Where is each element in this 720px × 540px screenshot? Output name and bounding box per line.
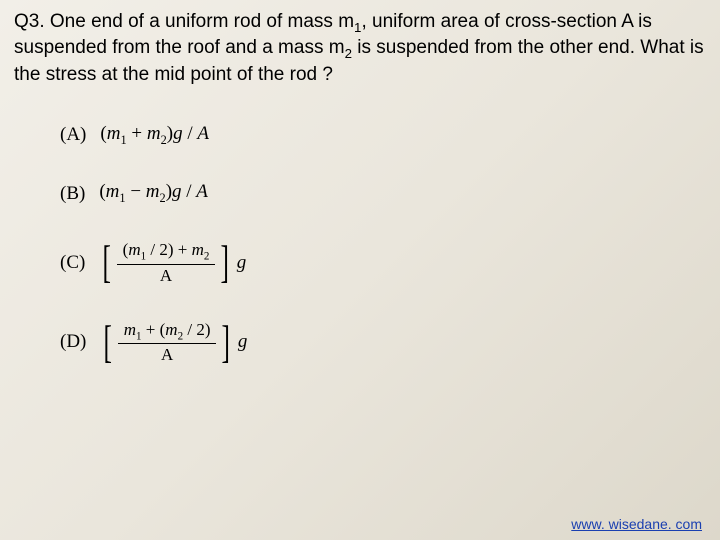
oc-nds: 2 bbox=[204, 251, 210, 263]
option-c-den: A bbox=[154, 265, 178, 286]
option-c-num: (m1 / 2) + m2 bbox=[117, 240, 216, 264]
option-a-expr: (m1 + m2)g / A bbox=[100, 123, 209, 148]
left-bracket-icon: [ bbox=[103, 244, 111, 281]
ob-f: g bbox=[172, 181, 182, 202]
option-d-fraction: m1 + (m2 / 2) A bbox=[118, 320, 217, 365]
left-bracket-icon: [ bbox=[104, 324, 112, 361]
option-a: (A) (m1 + m2)g / A bbox=[60, 123, 720, 148]
option-c-fraction: (m1 / 2) + m2 A bbox=[117, 240, 216, 285]
option-d-label: (D) bbox=[60, 331, 86, 353]
oa-b: m bbox=[107, 123, 121, 144]
option-c-trail: g bbox=[237, 252, 247, 274]
ob-b: m bbox=[106, 181, 120, 202]
option-c-expr: [ (m1 / 2) + m2 A ] g bbox=[99, 240, 246, 285]
question-text: Q3. One end of a uniform rod of mass m1,… bbox=[0, 0, 720, 87]
footer-link[interactable]: www. wisedane. com bbox=[571, 516, 702, 532]
ob-h: A bbox=[196, 181, 208, 202]
ob-g: / bbox=[182, 181, 197, 202]
option-c: (C) [ (m1 / 2) + m2 A ] g bbox=[60, 240, 720, 285]
option-b-label: (B) bbox=[60, 183, 85, 205]
od-nc: m bbox=[165, 320, 177, 339]
ob-c: − bbox=[126, 181, 146, 202]
oa-c: + bbox=[127, 123, 147, 144]
oa-f: g bbox=[173, 123, 183, 144]
q-sub2: 2 bbox=[345, 46, 352, 61]
od-nd: / 2) bbox=[183, 320, 210, 339]
od-na: m bbox=[124, 320, 136, 339]
right-bracket-icon: ] bbox=[221, 244, 229, 281]
oc-nd: m bbox=[192, 240, 204, 259]
option-a-label: (A) bbox=[60, 124, 86, 146]
oa-d: m bbox=[147, 123, 161, 144]
od-nb: + ( bbox=[142, 320, 166, 339]
option-d-num: m1 + (m2 / 2) bbox=[118, 320, 217, 344]
option-d-trail: g bbox=[238, 331, 248, 353]
right-bracket-icon: ] bbox=[222, 324, 230, 361]
q-part1: Q3. One end of a uniform rod of mass m bbox=[14, 11, 354, 32]
option-b: (B) (m1 − m2)g / A bbox=[60, 181, 720, 206]
options-block: (A) (m1 + m2)g / A (B) (m1 − m2)g / A (C… bbox=[0, 123, 720, 365]
oa-g: / bbox=[183, 123, 198, 144]
ob-d: m bbox=[146, 181, 160, 202]
oc-nc: / 2) + bbox=[146, 240, 191, 259]
oc-nb: m bbox=[128, 240, 140, 259]
oa-h: A bbox=[197, 123, 209, 144]
option-b-expr: (m1 − m2)g / A bbox=[99, 181, 208, 206]
option-d-expr: [ m1 + (m2 / 2) A ] g bbox=[100, 320, 247, 365]
option-c-label: (C) bbox=[60, 252, 85, 274]
option-d-den: A bbox=[155, 344, 179, 365]
option-d: (D) [ m1 + (m2 / 2) A ] g bbox=[60, 320, 720, 365]
